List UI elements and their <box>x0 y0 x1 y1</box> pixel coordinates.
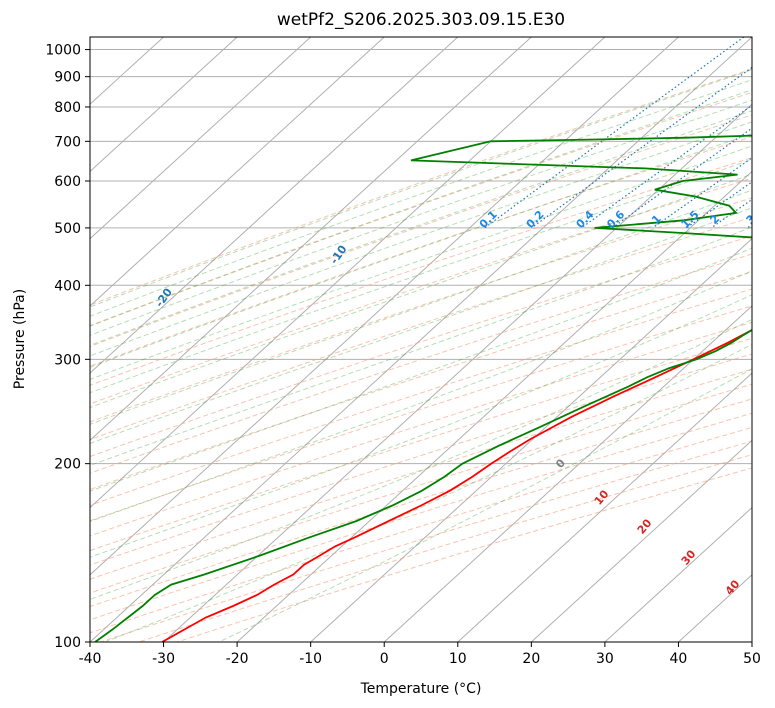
mixing-ratio-lines <box>484 37 752 229</box>
y-axis-ticks: 100 200 300 400 500 600 700 800 900 1000 <box>45 43 90 651</box>
x-tick-label: 20 <box>522 651 540 667</box>
dry-adiabat-line <box>90 353 752 566</box>
dry-adiabat-line <box>90 321 752 537</box>
dry-adiabat-line <box>90 337 752 552</box>
dry-adiabat-line <box>90 136 752 367</box>
x-tick-label: -40 <box>79 651 102 667</box>
x-tick-label: -30 <box>152 651 175 667</box>
plot-area: 0.10.20.40.611.52346810131620253036-100-… <box>90 37 759 642</box>
y-tick-label: 900 <box>54 70 81 86</box>
mixing-ratio-line <box>531 66 752 229</box>
dry-adiabat-line <box>90 235 752 458</box>
y-tick-label: 200 <box>54 457 81 473</box>
x-tick-label: 40 <box>670 651 688 667</box>
isotherm-gridlines <box>90 37 752 642</box>
y-tick-label: 800 <box>54 100 81 116</box>
x-tick-label: 10 <box>449 651 467 667</box>
isotherm-line <box>383 305 752 642</box>
x-axis-label: Temperature (°C) <box>360 681 482 697</box>
dry-adiabats <box>90 68 752 642</box>
isotherm-line <box>530 439 752 642</box>
isotherm-line <box>90 37 606 509</box>
dry-adiabat-line <box>90 114 752 348</box>
dry-adiabat-line <box>90 368 752 580</box>
x-tick-label: 50 <box>743 651 761 667</box>
isotherm-line <box>90 37 312 240</box>
dry-adiabat-line <box>90 305 752 522</box>
x-tick-label: -20 <box>226 651 249 667</box>
isotherm-line <box>90 37 532 442</box>
plot-frame <box>89 36 753 643</box>
dewpoint-profile-line <box>94 134 752 642</box>
moist-adiabat-line <box>90 189 752 425</box>
isotherm-line <box>163 103 752 642</box>
dry-adiabat-line <box>90 68 752 306</box>
moist-adiabat-line <box>90 69 752 308</box>
y-tick-label: 400 <box>54 278 81 294</box>
dry-adiabat-line <box>90 383 752 594</box>
moist-adiabat-line <box>90 247 752 492</box>
mixing-ratio-line <box>484 37 745 229</box>
isotherm-line <box>90 37 459 374</box>
y-axis-label: Pressure (hPa) <box>12 289 28 389</box>
moist-adiabat-line <box>90 294 752 558</box>
dry-adiabat-line <box>90 177 752 405</box>
isotherm-line <box>90 37 238 173</box>
x-tick-label: 0 <box>380 651 389 667</box>
x-axis-ticks: -40 -30 -20 -10 0 10 20 30 40 50 <box>79 642 761 667</box>
y-tick-label: 100 <box>54 635 81 651</box>
moist-adiabat-line <box>90 173 752 409</box>
isotherm-line <box>457 372 752 642</box>
chart-title: wetPf2_S206.2025.303.09.15.E30 <box>277 10 565 30</box>
temperature-profile-line <box>161 328 752 642</box>
mixing-ratio-line <box>652 157 752 229</box>
x-tick-label: -10 <box>299 651 322 667</box>
moist-adiabat-line <box>90 133 752 368</box>
isotherm-line <box>90 37 679 576</box>
y-tick-label: 700 <box>54 134 81 150</box>
moist-adiabat-line <box>90 110 752 346</box>
isotherm-line <box>604 506 752 642</box>
dry-adiabat-line <box>90 253 752 474</box>
moist-adiabat-line <box>90 270 752 523</box>
isotherm-line <box>90 37 385 307</box>
moist-adiabat-line <box>90 121 752 357</box>
isobar-gridlines <box>90 49 752 642</box>
y-tick-label: 1000 <box>45 43 81 59</box>
mixing-ratio-label: 3 <box>744 212 759 227</box>
x-tick-label: 30 <box>596 651 614 667</box>
profile-lines <box>94 134 752 642</box>
moist-adiabat-line <box>104 343 752 642</box>
dry-adiabat-line <box>90 271 752 491</box>
moist-adiabats <box>90 69 752 642</box>
moist-adiabat-line <box>90 145 752 380</box>
y-tick-label: 500 <box>54 221 81 237</box>
dry-adiabat-line <box>90 288 752 506</box>
y-tick-label: 600 <box>54 174 81 190</box>
mixing-ratio-line <box>581 104 752 229</box>
y-tick-label: 300 <box>54 352 81 368</box>
